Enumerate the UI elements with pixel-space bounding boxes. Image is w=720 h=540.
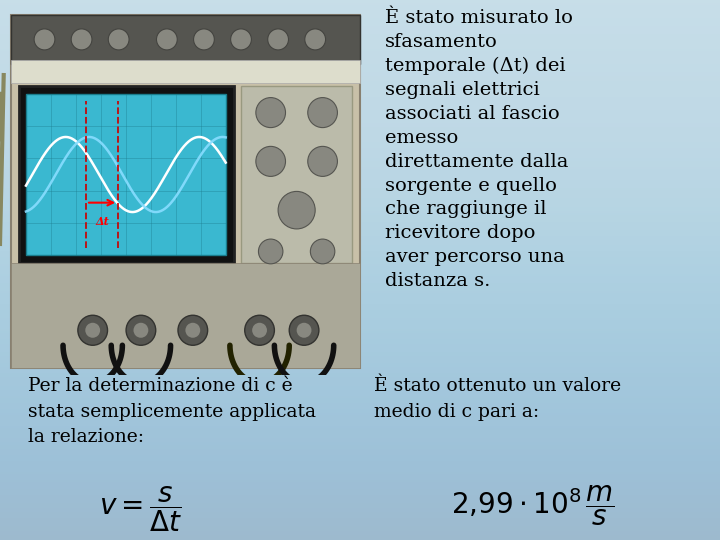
Circle shape	[256, 146, 286, 177]
Text: $2{,}99 \cdot 10^{8}\,\dfrac{m}{s}$: $2{,}99 \cdot 10^{8}\,\dfrac{m}{s}$	[451, 484, 615, 528]
Circle shape	[278, 191, 315, 229]
Bar	[11, 15, 360, 64]
Circle shape	[258, 239, 283, 264]
Circle shape	[108, 29, 129, 50]
Text: È stato misurato lo
sfasamento
temporale (Δt) dei
segnali elettrici
associati al: È stato misurato lo sfasamento temporale…	[384, 9, 572, 290]
Circle shape	[133, 323, 148, 338]
Circle shape	[307, 146, 338, 177]
Circle shape	[126, 315, 156, 345]
Text: È stato ottenuto un valore
medio di c pari a:: È stato ottenuto un valore medio di c pa…	[374, 377, 621, 421]
Circle shape	[245, 315, 274, 345]
Circle shape	[85, 323, 100, 338]
Text: Per la determinazione di c è
stata semplicemente applicata
la relazione:: Per la determinazione di c è stata sempl…	[27, 377, 315, 446]
Bar	[26, 94, 226, 255]
Bar	[19, 86, 233, 263]
Bar	[11, 262, 360, 368]
Circle shape	[178, 315, 207, 345]
Circle shape	[307, 98, 338, 127]
Bar	[11, 60, 360, 83]
Circle shape	[71, 29, 92, 50]
Circle shape	[268, 29, 289, 50]
Circle shape	[78, 315, 107, 345]
Circle shape	[252, 323, 267, 338]
Circle shape	[289, 315, 319, 345]
Circle shape	[34, 29, 55, 50]
Circle shape	[305, 29, 325, 50]
Circle shape	[186, 323, 200, 338]
Circle shape	[230, 29, 251, 50]
Text: $v = \dfrac{s}{\Delta t}$: $v = \dfrac{s}{\Delta t}$	[99, 484, 182, 534]
Text: Δt: Δt	[95, 216, 109, 227]
Circle shape	[156, 29, 177, 50]
Circle shape	[310, 239, 335, 264]
Circle shape	[194, 29, 215, 50]
Circle shape	[297, 323, 312, 338]
Circle shape	[256, 98, 286, 127]
Bar	[241, 86, 352, 263]
